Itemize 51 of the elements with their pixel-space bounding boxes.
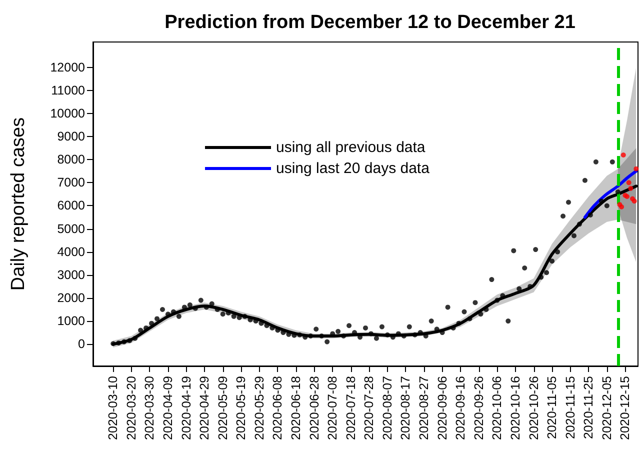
x-tick-label: 2020-03-30	[142, 376, 157, 440]
x-tick-label: 2020-11-15	[563, 376, 578, 440]
x-tick-label: 2020-09-06	[435, 376, 450, 440]
x-tick-label: 2020-05-29	[252, 376, 266, 440]
point	[628, 186, 634, 191]
point	[626, 180, 632, 186]
y-tick-label: 10000	[50, 106, 86, 120]
y-tick-label: 1000	[57, 314, 86, 328]
y-tick-label: 2000	[57, 290, 86, 305]
y-tick-label: 11000	[51, 83, 86, 98]
point	[620, 152, 626, 158]
x-tick-label: 2020-11-25	[582, 376, 596, 440]
x-tick-label: 2020-04-19	[179, 376, 194, 440]
x-tick-label: 2020-06-08	[270, 376, 285, 440]
x-tick-label: 2020-03-10	[106, 376, 120, 440]
x-tick-label: 2020-03-20	[124, 376, 138, 440]
x-tick-label: 2020-09-26	[472, 376, 486, 440]
x-tick-label: 2020-08-07	[380, 376, 394, 440]
x-tick-label: 2020-10-16	[508, 376, 522, 440]
legend-label: using last 20 days data	[276, 160, 430, 177]
x-tick-label: 2020-07-28	[362, 376, 376, 440]
y-tick-label: 7000	[57, 176, 86, 190]
x-tick-label: 2020-07-08	[326, 376, 340, 440]
y-tick-label: 0	[78, 337, 86, 352]
y-tick-label: 12000	[50, 60, 86, 74]
x-tick-label: 2020-05-19	[234, 376, 248, 440]
y-tick-label: 9000	[57, 130, 86, 144]
y-tick-label: 6000	[57, 198, 86, 213]
x-tick-label: 2020-05-09	[216, 376, 230, 440]
x-tick-label: 2020-09-16	[454, 376, 468, 440]
x-tick-label: 2020-10-26	[526, 376, 541, 440]
x-tick-label: 2020-06-18	[289, 376, 304, 440]
x-tick-label: 2020-11-05	[545, 376, 560, 440]
point	[634, 166, 639, 172]
y-tick-label: 3000	[57, 268, 86, 282]
x-tick-label: 2020-04-29	[198, 376, 212, 440]
y-tick-label: 5000	[57, 222, 86, 236]
legend-label: using all previous data	[276, 139, 426, 156]
x-tick-label: 2020-08-27	[417, 376, 432, 440]
x-tick-label: 2020-10-06	[490, 376, 504, 440]
y-tick-label: 8000	[57, 152, 86, 167]
x-tick-label: 2020-06-28	[307, 376, 322, 440]
chart-title: Prediction from December 12 to December 21	[164, 12, 576, 33]
x-tick-label: 2020-04-09	[160, 376, 175, 440]
y-tick-label: 4000	[57, 244, 86, 259]
x-tick-label: 2020-12-05	[600, 376, 614, 440]
x-tick-label: 2020-08-17	[398, 376, 413, 440]
x-tick-label: 2020-12-15	[618, 376, 632, 440]
y-axis-title: Daily reported cases	[8, 117, 29, 291]
x-tick-label: 2020-07-18	[344, 376, 358, 440]
point	[632, 198, 637, 204]
